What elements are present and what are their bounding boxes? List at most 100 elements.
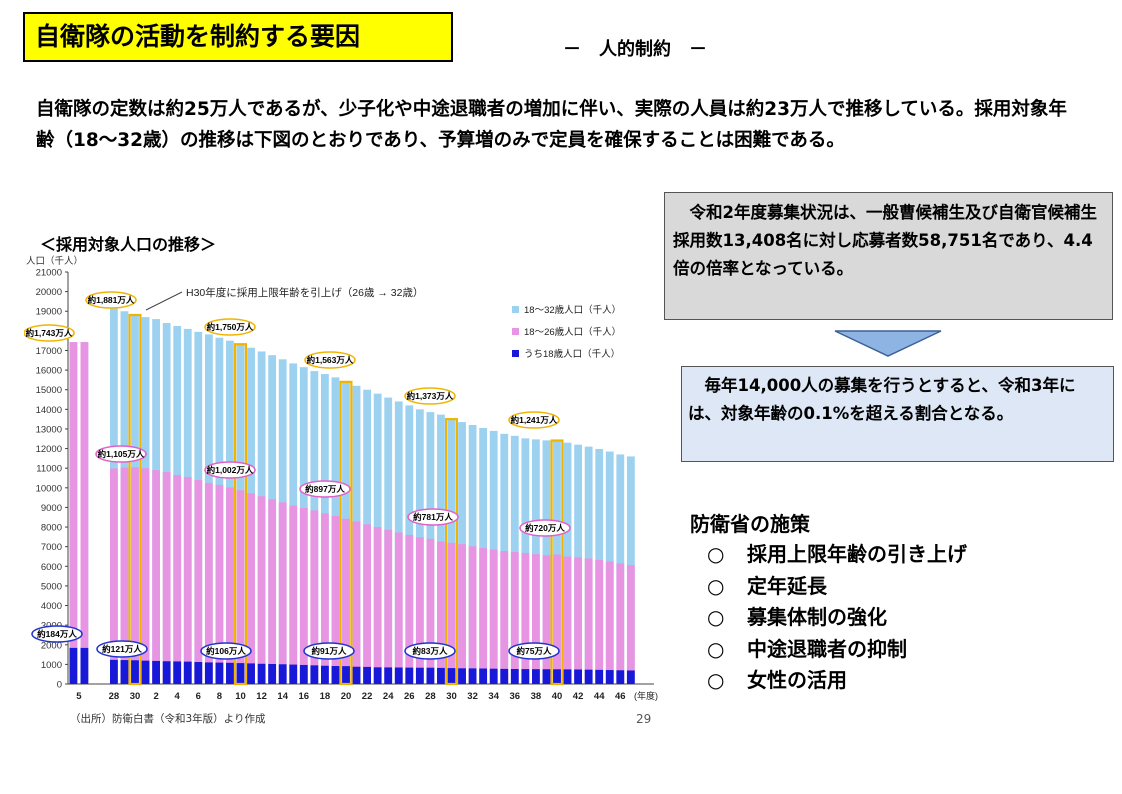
y-tick-label: 7000 [41,542,62,553]
bar-18-26 [80,342,89,684]
x-tick-label: 42 [573,691,584,702]
y-tick-label: 1000 [41,660,62,671]
intro-paragraph: 自衛隊の定数は約25万人であるが、少子化や中途退職者の増加に伴い、実際の人員は約… [36,99,1067,151]
x-tick-label: 38 [531,691,542,702]
rule-change-annotation: H30年度に採用上限年齢を引上げ（26歳 → 32歳） [186,286,423,299]
bar-18 [173,661,182,684]
legend-swatch [512,350,519,357]
bar-18 [268,663,277,684]
policy-item-label: 募集体制の強化 [747,605,887,630]
x-tick-label: 4 [175,691,181,702]
annotation-label: 約781万人 [413,512,453,522]
y-tick-label: 15000 [36,385,62,396]
x-tick-label: 2 [153,691,158,702]
annotation-bubble [508,642,560,660]
bar-18-26 [373,527,382,684]
bullet-icon: ○ [707,542,725,566]
y-tick-label: 6000 [41,562,62,573]
bar-18-26 [342,518,350,684]
bar-18 [384,667,393,684]
bar-18-26 [542,555,551,684]
annotation-bubble [304,351,356,369]
bar-18 [331,666,340,684]
y-tick-label: 20000 [36,287,62,298]
bar-18-26 [131,467,139,684]
bar-18-26 [331,516,340,684]
annotation-label: 約91万人 [312,646,347,656]
bar-18 [447,668,456,684]
annotation-label: 約1,241万人 [511,415,558,425]
annotation-label: 約1,743万人 [26,328,73,338]
bar-18-26 [110,468,118,684]
y-tick-label: 13000 [36,424,62,435]
x-tick-label: 30 [130,691,141,702]
bar-18 [415,667,424,684]
legend-label: 18～32歳人口（千人） [524,304,621,316]
annotation-label: 約1,563万人 [307,355,354,365]
y-tick-label: 10000 [36,483,62,494]
x-tick-label: 5 [76,691,82,702]
bar-18-26 [141,468,150,684]
bar-18-26 [553,554,561,684]
chart-title: ＜採用対象人口の推移＞ [40,235,217,254]
x-tick-label: 46 [615,691,626,702]
bar-18-26 [289,505,298,684]
bar-18-26 [626,565,635,684]
policy-item: ○ 募集体制の強化 [707,602,967,634]
bar-18 [563,669,572,684]
bar-18-26 [405,534,414,684]
y-tick-label: 17000 [36,346,62,357]
bar-18-26 [194,479,203,684]
bar-18 [405,667,414,684]
bar-18-26 [500,550,509,684]
bullet-icon: ○ [707,605,725,630]
annotation-label: 約1,881万人 [88,295,135,305]
bar-18 [542,669,551,684]
bar-18-26 [173,475,182,684]
highlight-frame [445,418,459,686]
y-tick-label: 12000 [36,444,62,455]
bar-18 [532,669,540,684]
bar-18-26 [352,521,361,684]
highlight-frame [128,313,142,686]
bullet-icon: ○ [707,668,725,693]
bar-18 [553,669,561,684]
x-tick-label: 44 [594,691,605,702]
policy-item-label: 定年延長 [747,573,827,598]
x-tick-label: 22 [362,691,373,702]
bar-18 [152,660,160,684]
bar-18 [141,660,150,684]
x-tick-label: 6 [196,691,201,702]
annotation-bubble [24,324,75,342]
annotation-bubble [519,519,571,537]
bar-18-26 [120,467,129,684]
bar-18 [574,669,582,684]
bar-18 [247,663,255,684]
policy-item-label: 採用上限年齢の引き上げ [747,542,967,566]
bar-18 [626,670,635,684]
policy-item: ○ 採用上限年齢の引き上げ [707,539,967,571]
bar-18-26 [363,524,371,684]
bar-18-26 [247,493,255,684]
bullet-icon: ○ [707,573,725,598]
bar-18-26 [584,558,593,684]
x-tick-label: 14 [277,691,288,702]
x-tick-label: 24 [383,691,394,702]
bar-18-26 [468,546,477,684]
bar-18 [162,661,171,684]
x-tick-label: 28 [425,691,436,702]
policy-heading: 防衛省の施策 [690,512,810,536]
annotation-bubble [31,625,83,643]
annotation-label: 約83万人 [413,646,448,656]
annotation-bubble [404,642,456,660]
y-tick-label: 9000 [41,503,62,514]
bar-18-26 [299,508,308,684]
bar-18 [458,668,466,684]
recruitment-ratio-note: 毎年14,000人の募集を行うとすると、令和3年には、対象年齢の0.1%を超える… [681,366,1114,462]
bar-18-26 [521,552,530,684]
bar-18 [373,667,382,684]
bar-18 [352,666,361,684]
bar-18-26 [215,484,224,684]
bar-18 [437,667,445,684]
annotation-label: 約720万人 [525,523,565,533]
